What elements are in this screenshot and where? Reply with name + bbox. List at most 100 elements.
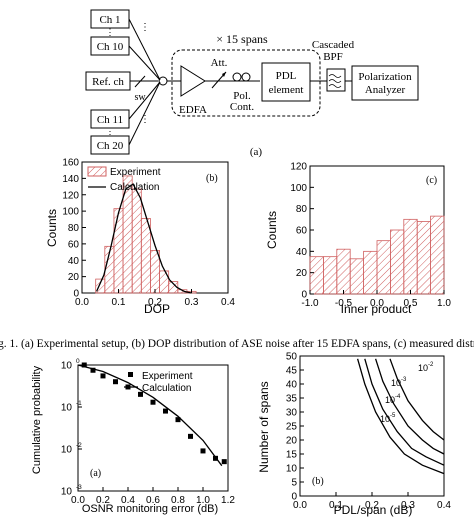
inner-histogram-bar	[336, 248, 351, 295]
y-tick-label: 160	[62, 158, 79, 169]
curve-label-1e-4: 10 -4	[385, 394, 401, 405]
connector-ch20	[128, 81, 161, 146]
y-tick-exponent: 0	[76, 358, 80, 365]
channel-dots-top: ⋮	[106, 27, 115, 37]
x-tick-label: -0.5	[335, 298, 353, 309]
y-tick-label: 60	[68, 239, 80, 250]
dop-calculation-curve	[96, 183, 192, 294]
connector-ch10	[128, 45, 161, 81]
x-tick-label: -1.0	[301, 298, 319, 309]
figure-caption: g. 1. (a) Experimental setup, (b) DOP di…	[0, 338, 474, 350]
inner-histogram-bar	[322, 256, 338, 295]
y-tick-label: 10	[61, 445, 73, 456]
cum-experiment-point	[113, 379, 118, 385]
y-tick-label: 0	[291, 492, 297, 503]
panel-a-label: (a)	[250, 146, 263, 158]
curve-label-1e-2: 10 -2	[418, 362, 434, 373]
spans-plot-frame	[299, 355, 445, 497]
curve-label-base: 10	[385, 395, 395, 405]
dop-histogram-bar	[150, 250, 160, 294]
y-tick-exponent: -1	[76, 400, 82, 407]
y-tick-label: 40	[68, 256, 80, 267]
y-tick-label: 45	[286, 366, 298, 377]
x-tick-label: 0.2	[96, 495, 110, 506]
bpf-label-2: BPF	[323, 51, 343, 63]
x-tick-label: 0.1	[112, 297, 126, 308]
y-tick-label: 100	[62, 207, 79, 218]
cum-experiment-point	[100, 373, 106, 379]
bpf-filter-icon	[328, 74, 342, 88]
cum-experiment-point	[163, 408, 168, 414]
analyzer-label-2: Analyzer	[365, 84, 406, 96]
inner-x-axis-label: Inner product	[341, 302, 412, 316]
y-tick-exponent: -3	[76, 484, 82, 491]
pol-label-1: Pol.	[233, 90, 251, 102]
curve-label-base: 10	[380, 414, 390, 424]
spans-label: × 15 spans	[216, 32, 268, 46]
pol-label-2: Cont.	[230, 101, 254, 113]
dop-histogram-bar	[140, 218, 151, 294]
inner-histogram-bar	[349, 258, 365, 295]
x-tick-label: 0.1	[329, 500, 343, 511]
edfa-label: EDFA	[179, 104, 207, 116]
panel-b-label: (b)	[206, 173, 218, 184]
panel-c-label: (c)	[426, 175, 437, 186]
cum-experiment-point	[150, 399, 156, 405]
dots-right-bottom: ⋮	[140, 114, 150, 125]
y-tick-label: 30	[286, 408, 298, 419]
dop-x-axis-label: DOP	[144, 302, 170, 316]
attenuator-arrowhead	[222, 72, 226, 77]
bpf-box	[326, 68, 346, 92]
cum-experiment-point	[188, 433, 193, 439]
curve-label-exp: -2	[428, 362, 434, 368]
curve-label-base: 10	[391, 378, 401, 388]
attenuator-label: Att.	[211, 57, 228, 69]
switch-label: sw	[134, 92, 146, 103]
cum-experiment-point	[90, 367, 96, 373]
dop-histogram-bar	[131, 188, 142, 294]
x-tick-label: 0.4	[221, 297, 235, 308]
panel-a2-label: (a)	[90, 468, 101, 479]
spans-curve-10-5	[356, 358, 445, 475]
legend-marker-experiment	[128, 372, 133, 377]
y-tick-label: 20	[286, 436, 298, 447]
channel-label-11: Ch 11	[97, 114, 123, 126]
curve-label-1e-5: 10 -5	[380, 413, 396, 424]
y-tick-label: 10	[61, 403, 73, 414]
x-tick-label: 0.4	[437, 500, 451, 511]
inner-histogram-bar	[309, 256, 324, 295]
x-tick-label: 0.6	[146, 495, 160, 506]
y-tick-label: 10	[61, 487, 73, 498]
y-tick-label: 0	[301, 290, 307, 301]
coupler	[158, 76, 168, 86]
x-tick-label: 1.0	[437, 298, 451, 309]
y-tick-label: 60	[296, 226, 308, 237]
cum-experiment-point	[221, 459, 227, 465]
y-tick-label: 25	[286, 422, 298, 433]
dots-right-top: ⋮	[140, 22, 150, 33]
curve-label-exp: -3	[401, 377, 407, 383]
pol-loop-2	[241, 72, 251, 82]
y-tick-label: 35	[286, 394, 298, 405]
x-tick-label: 0.8	[171, 495, 185, 506]
inner-histogram-bar	[416, 221, 432, 295]
x-tick-label: 0.0	[293, 500, 307, 511]
cum-experiment-point	[175, 417, 181, 423]
y-tick-label: 120	[290, 162, 307, 173]
curve-label-1e-3: 10 -3	[391, 377, 407, 388]
pdl-label-2: element	[269, 84, 304, 96]
y-tick-label: 50	[286, 352, 298, 363]
setup-diagram: Ch 1 ⋮ Ch 10 Ref. ch sw Ch 11 ⋮ Ch 20 ⋮ …	[85, 9, 419, 158]
y-tick-label: 10	[286, 464, 298, 475]
x-tick-label: 0.3	[401, 500, 415, 511]
inner-histogram-bar	[403, 218, 418, 295]
inner-product-histogram-chart: -1.0 -0.5 0.0 0.5 1.0 0 20 40 60 80 100 120 (c) Inn…	[265, 162, 451, 317]
cum-experiment-point	[200, 448, 206, 454]
legend-label-calculation: Calculation	[110, 182, 159, 193]
cum-experiment-point	[213, 455, 218, 461]
bpf-label-1: Cascaded	[312, 39, 355, 51]
x-tick-label: 0.3	[185, 297, 199, 308]
cum-y-axis-label: Cumulative probability	[31, 365, 43, 474]
